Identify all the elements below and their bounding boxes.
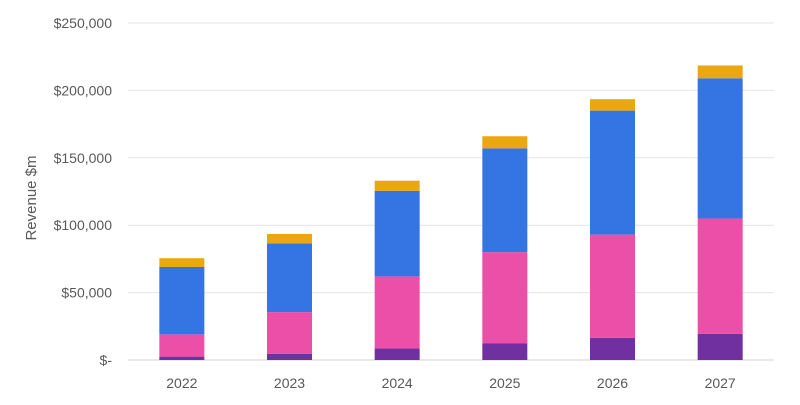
gridlines [128, 22, 774, 361]
bar-segment-2024-s1 [374, 348, 420, 360]
bar-segment-2023-s4 [267, 233, 312, 244]
y-tick-label: $150,000 [54, 150, 113, 166]
bar-segment-2026-s1 [590, 337, 635, 360]
bar-segment-2027-s2 [697, 218, 743, 334]
bar-segment-2023-s2 [267, 312, 312, 354]
y-axis-ticks: $- $50,000 $100,000 $150,000 $200,000 $250,00… [54, 15, 113, 368]
bar-segment-2022-s3 [159, 266, 205, 335]
y-tick-label: $200,000 [54, 82, 113, 98]
bar-segment-2025-s4 [482, 136, 528, 149]
x-axis-ticks: 2022 2023 2024 2025 2026 2027 [166, 375, 736, 391]
bar-segment-2022-s2 [159, 334, 205, 357]
bar-segment-2026-s3 [590, 110, 635, 235]
x-tick-label: 2027 [705, 375, 736, 391]
y-axis-title: Revenue $m [23, 155, 40, 240]
bar-segment-2027-s1 [697, 333, 743, 360]
x-tick-label: 2024 [382, 375, 413, 391]
bar-segment-2026-s2 [590, 234, 635, 338]
bar-segment-2024-s3 [374, 190, 420, 277]
bar-segment-2025-s2 [482, 252, 528, 344]
y-tick-label: $50,000 [61, 285, 112, 301]
bar-segment-2027-s4 [697, 65, 743, 79]
x-tick-label: 2025 [489, 375, 520, 391]
bar-segment-2027-s3 [697, 78, 743, 219]
y-tick-label: $- [100, 352, 113, 368]
bar-segment-2022-s4 [159, 258, 205, 267]
bar-segment-2023-s1 [267, 353, 312, 360]
x-tick-label: 2022 [166, 375, 197, 391]
x-tick-label: 2023 [274, 375, 305, 391]
bar-series [159, 65, 743, 360]
bar-segment-2024-s4 [374, 180, 420, 191]
x-tick-label: 2026 [597, 375, 628, 391]
bar-segment-2023-s3 [267, 243, 312, 313]
bar-segment-2022-s1 [159, 356, 205, 360]
bar-segment-2025-s1 [482, 343, 528, 360]
y-tick-label: $250,000 [54, 15, 113, 31]
y-tick-label: $100,000 [54, 217, 113, 233]
bar-segment-2026-s4 [590, 99, 635, 111]
bar-segment-2024-s2 [374, 276, 420, 349]
bar-segment-2025-s3 [482, 148, 528, 253]
